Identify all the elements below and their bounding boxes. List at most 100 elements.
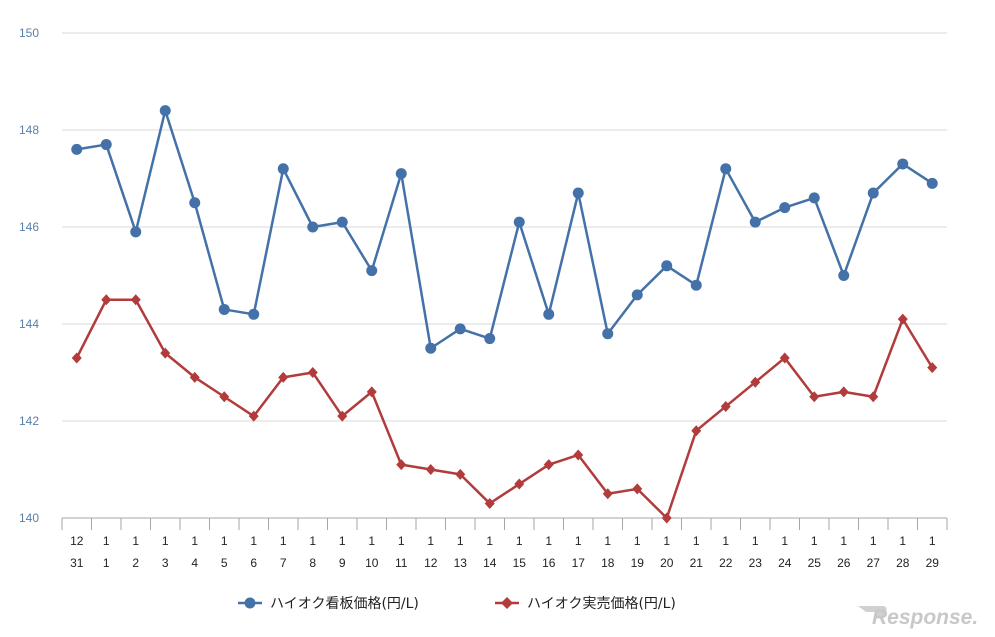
data-point	[602, 328, 614, 340]
y-tick-label: 150	[19, 26, 39, 40]
x-tick-label-month: 1	[545, 534, 552, 548]
x-tick-label-day: 26	[837, 556, 851, 570]
x-tick-label-day: 12	[424, 556, 438, 570]
x-tick-label-month: 1	[516, 534, 523, 548]
x-tick-label-day: 1	[103, 556, 110, 570]
x-tick-label-day: 8	[309, 556, 316, 570]
data-point	[602, 488, 613, 500]
x-tick-label-day: 28	[896, 556, 910, 570]
data-point	[868, 391, 879, 403]
data-point	[779, 202, 791, 214]
x-tick-label-day: 25	[808, 556, 822, 570]
x-tick-label-day: 9	[339, 556, 346, 570]
y-tick-label: 146	[19, 220, 39, 234]
data-point	[425, 464, 436, 475]
x-tick-label-month: 1	[634, 534, 641, 548]
x-tick-label-day: 21	[690, 556, 704, 570]
x-tick-label-month: 1	[781, 534, 788, 548]
logo-swoosh	[858, 606, 887, 617]
data-point	[218, 303, 230, 315]
data-point	[838, 386, 849, 398]
data-point	[838, 270, 850, 281]
data-point	[661, 260, 673, 272]
data-point	[720, 163, 732, 175]
series-line-2	[75, 298, 934, 520]
x-tick-label-month: 1	[929, 534, 936, 548]
x-tick-label-month: 1	[899, 534, 906, 548]
series-2	[71, 294, 938, 524]
x-tick-label-month: 1	[309, 534, 316, 548]
x-tick-label-day: 18	[601, 556, 615, 570]
data-point	[513, 216, 525, 228]
series-1	[71, 105, 938, 354]
x-tick-label-month: 1	[457, 534, 464, 548]
data-point	[484, 497, 495, 509]
data-point	[336, 216, 348, 228]
x-tick-label-day: 3	[162, 556, 169, 570]
x-tick-label-month: 1	[811, 534, 818, 548]
data-point	[248, 410, 259, 422]
x-tick-label-month: 1	[250, 534, 257, 548]
x-tick-label-day: 2	[132, 556, 139, 570]
data-point	[543, 308, 555, 320]
legend-marker-series-2	[501, 597, 513, 609]
x-tick-label-month: 1	[604, 534, 611, 548]
data-point	[189, 197, 201, 209]
x-tick-label-month: 1	[103, 534, 110, 548]
data-point	[248, 308, 260, 320]
x-tick-label-month: 1	[486, 534, 493, 548]
grid	[62, 32, 947, 422]
x-tick-label-month: 1	[221, 534, 228, 548]
data-point	[425, 342, 437, 354]
legend: ハイオク看板価格(円/L) ハイオク実売価格(円/L)	[238, 596, 676, 612]
legend-marker-series-1	[244, 597, 256, 609]
data-point	[720, 400, 731, 412]
x-tick-label-month: 1	[663, 534, 670, 548]
data-point	[632, 483, 643, 495]
x-tick-label-day: 14	[483, 556, 497, 570]
data-point	[897, 313, 908, 325]
data-point	[100, 139, 112, 151]
x-tick-label-day: 4	[191, 556, 198, 570]
data-point	[337, 410, 348, 422]
data-point	[572, 187, 584, 199]
logo-text: Response.	[872, 606, 978, 629]
data-point	[159, 105, 171, 117]
x-tick-label-month: 1	[427, 534, 434, 548]
y-tick-label: 142	[19, 414, 39, 428]
data-point	[278, 371, 289, 383]
legend-label-series-2: ハイオク実売価格(円/L)	[527, 596, 676, 612]
x-tick-label-month: 1	[191, 534, 198, 548]
x-tick-label-month: 1	[162, 534, 169, 548]
x-tick-label-month: 1	[693, 534, 700, 548]
x-tick-label-day: 10	[365, 556, 379, 570]
x-tick-label-day: 24	[778, 556, 792, 570]
x-tick-label-day: 29	[926, 556, 940, 570]
x-tick-label-month: 1	[722, 534, 729, 548]
data-point	[455, 468, 466, 480]
data-point	[514, 478, 525, 490]
data-point	[749, 216, 761, 228]
x-tick-label-day: 11	[395, 556, 408, 570]
x-tick-label-month: 1	[280, 534, 287, 548]
data-point	[543, 459, 554, 471]
data-point	[779, 352, 790, 364]
data-point	[631, 289, 643, 301]
data-point	[897, 158, 909, 170]
x-tick-label-day: 15	[513, 556, 527, 570]
y-axis: 140 142 144 146 148 150	[19, 26, 39, 525]
x-tick-label-month: 1	[870, 534, 877, 548]
x-tick-label-day: 20	[660, 556, 674, 570]
data-point	[160, 347, 171, 359]
data-point	[277, 163, 289, 175]
x-tick-label-day: 6	[250, 556, 257, 570]
legend-item-series-2: ハイオク実売価格(円/L)	[495, 596, 676, 612]
data-point	[808, 192, 820, 204]
data-point	[927, 362, 938, 374]
x-tick-label-day: 19	[631, 556, 645, 570]
x-tick-label-month: 1	[132, 534, 139, 548]
data-point	[130, 294, 141, 306]
x-tick-label-month: 1	[575, 534, 582, 548]
data-point	[396, 459, 407, 471]
y-tick-label: 140	[19, 511, 39, 525]
